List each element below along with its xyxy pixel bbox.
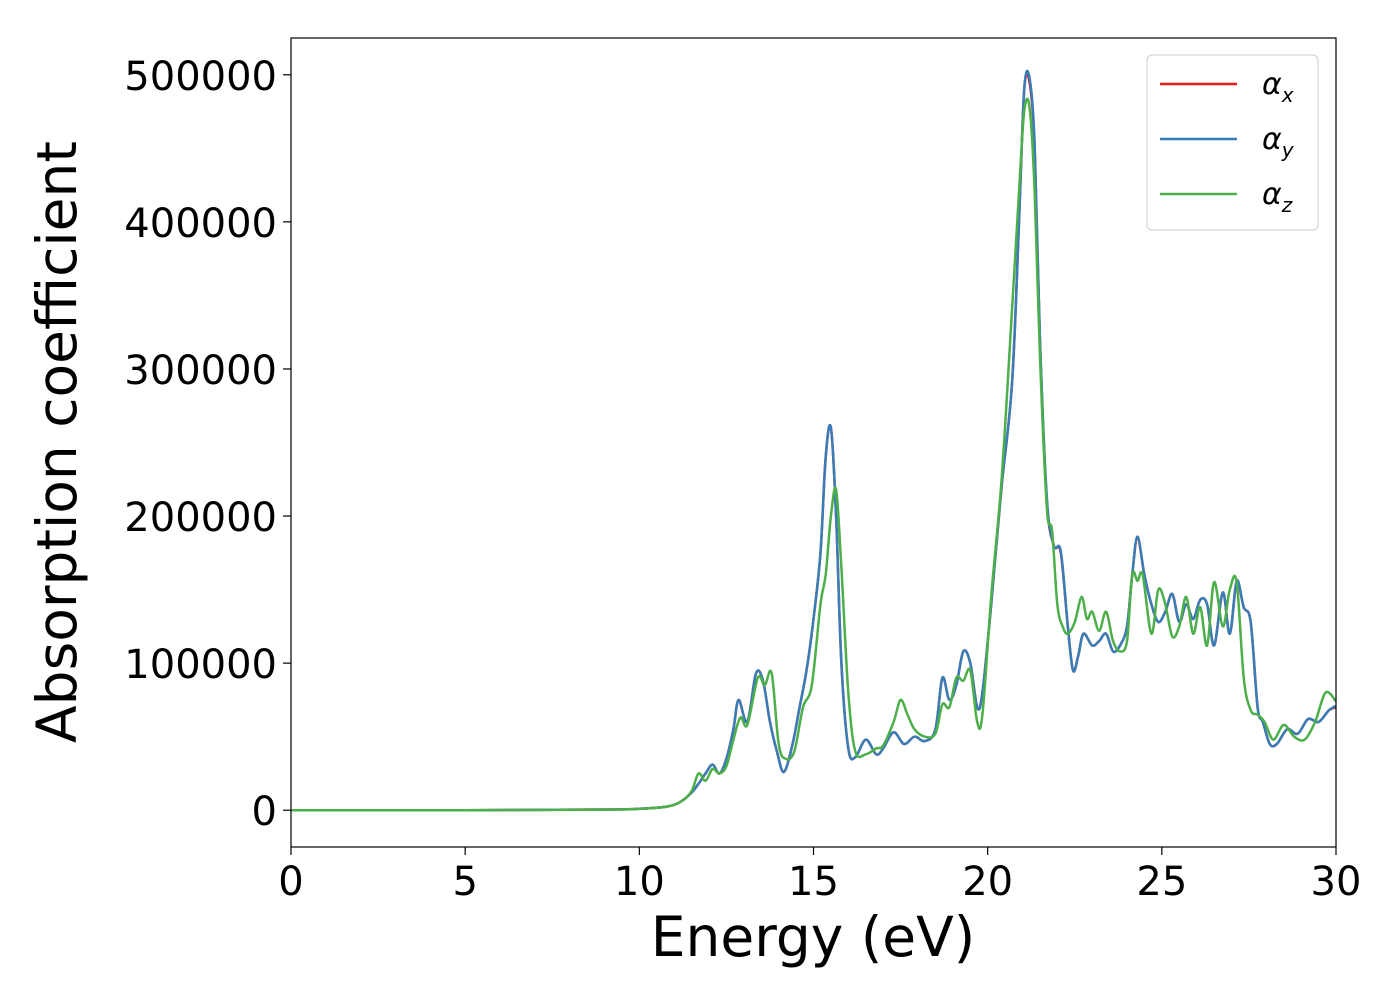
x-tick-label: 25 [1136,859,1187,905]
y-tick-label: 200000 [124,495,277,541]
y-tick-label: 500000 [124,54,277,100]
legend-label-x: αx [1262,67,1294,107]
x-tick-label: 10 [614,859,665,905]
x-tick-label: 5 [452,859,477,905]
series-line-z [290,97,1337,812]
y-axis-title: Absorption coefficient [25,141,89,743]
y-tick-label: 100000 [124,642,277,688]
x-tick-label: 20 [962,859,1013,905]
y-tick-label: 400000 [124,201,277,247]
series-lines [290,69,1337,812]
y-tick-label: 0 [252,789,277,835]
legend-box [1146,54,1319,231]
x-tick-label: 0 [278,859,303,905]
x-tick-label: 30 [1311,859,1362,905]
y-tick-label: 300000 [124,348,277,394]
axis-ticks: 0 5 10 15 20 25 30 0 100000 200000 300000 400000 500… [124,54,1361,905]
x-axis-title: Energy (eV) [651,905,975,969]
x-tick-label: 15 [788,859,839,905]
